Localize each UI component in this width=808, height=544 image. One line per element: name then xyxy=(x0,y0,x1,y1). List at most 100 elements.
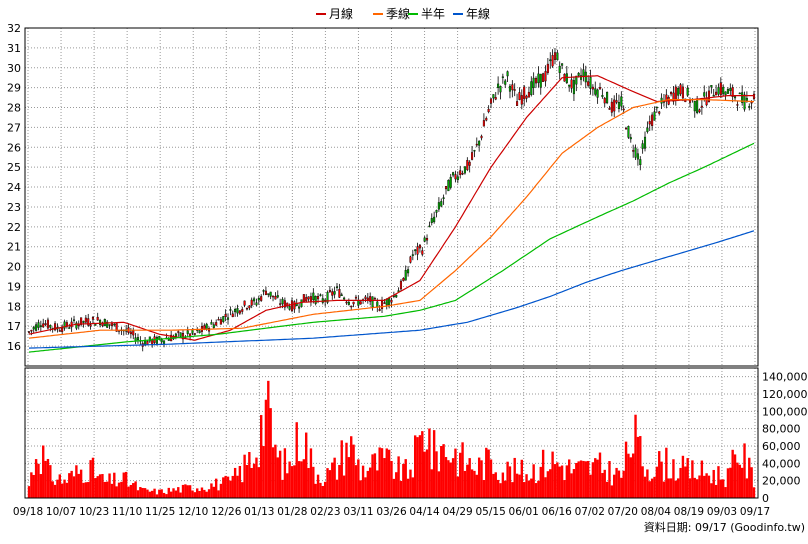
volume-bar xyxy=(191,490,194,498)
candle-body xyxy=(94,323,97,326)
volume-bar xyxy=(177,487,180,498)
volume-bar xyxy=(198,490,201,498)
volume-y-tick-label: 0 xyxy=(762,492,769,505)
volume-bar xyxy=(613,474,616,498)
volume-bar xyxy=(387,449,391,498)
candle xyxy=(620,91,623,111)
candle xyxy=(686,85,689,97)
volume-bar xyxy=(297,461,301,498)
candle xyxy=(276,290,279,299)
x-tick-label: 08/04 xyxy=(641,506,672,518)
candle-body xyxy=(226,317,230,320)
volume-bar xyxy=(390,460,393,498)
candle-body xyxy=(255,302,258,306)
volume-bar xyxy=(72,476,76,498)
candle-body xyxy=(748,106,751,108)
volume-bar xyxy=(243,454,246,498)
candle xyxy=(423,236,426,243)
candle xyxy=(587,75,590,88)
candle-body xyxy=(99,320,102,326)
volume-bar xyxy=(648,481,651,498)
ma-line-monthly xyxy=(28,75,754,341)
volume-bar xyxy=(233,467,237,498)
candle-body xyxy=(257,297,260,301)
volume-bar xyxy=(553,464,557,498)
volume-bar xyxy=(423,451,426,498)
volume-bar xyxy=(411,477,415,498)
candle xyxy=(46,317,49,330)
volume-bar xyxy=(731,449,734,498)
candle-body xyxy=(80,317,83,325)
volume-bar xyxy=(264,399,268,498)
volume-bar xyxy=(27,486,31,498)
volume-bar xyxy=(518,474,521,498)
ma-line-quarterly xyxy=(28,99,755,339)
candle-body xyxy=(459,170,462,175)
candle-body xyxy=(715,91,718,96)
volume-bar xyxy=(321,485,324,498)
candle xyxy=(350,305,353,311)
x-tick-label: 05/15 xyxy=(476,506,506,518)
candle-body xyxy=(558,65,561,73)
candle xyxy=(108,324,111,329)
candle-body xyxy=(369,296,372,302)
candle-body xyxy=(359,301,362,305)
volume-bar xyxy=(432,430,436,498)
candle-body xyxy=(49,324,52,328)
candle-body xyxy=(245,307,249,310)
candle-body xyxy=(511,84,514,91)
volume-bar xyxy=(444,457,448,498)
candle xyxy=(736,101,739,111)
candle-body xyxy=(212,324,215,328)
x-tick-label: 01/13 xyxy=(244,506,274,518)
candle xyxy=(603,96,606,108)
volume-bar xyxy=(461,442,464,498)
volume-bar xyxy=(750,467,753,498)
candle-body xyxy=(487,108,490,113)
candle-body xyxy=(473,150,476,152)
volume-bar xyxy=(425,449,429,498)
candle xyxy=(527,86,530,98)
volume-bar xyxy=(309,448,313,498)
volume-bar xyxy=(722,479,725,498)
candle-body xyxy=(132,330,135,336)
volume-bar xyxy=(82,482,85,498)
candle xyxy=(501,73,504,84)
candle-body xyxy=(606,92,609,104)
candle xyxy=(253,296,256,305)
volume-y-axis-ticks: 0 20,000 40,000 60,000 80,000 100,000 120,000 1… xyxy=(762,371,808,505)
volume-bar xyxy=(397,456,400,498)
candle xyxy=(428,221,431,228)
volume-bar xyxy=(399,480,403,498)
volume-bar xyxy=(219,483,223,498)
volume-bar xyxy=(295,422,298,498)
price-y-axis-ticks: 16 17 18 19 20 21 22 23 24 25 26 27 28 29 30 31 32 xyxy=(7,22,21,353)
candle-body xyxy=(298,306,301,309)
volume-bar xyxy=(281,479,284,498)
candle-body xyxy=(395,294,398,298)
candle-body xyxy=(478,140,481,146)
price-y-tick-label: 26 xyxy=(7,141,21,154)
candle xyxy=(575,75,578,92)
candle xyxy=(703,85,706,102)
volume-bar xyxy=(684,466,687,498)
candle xyxy=(627,125,630,139)
candle xyxy=(722,84,725,97)
candle-body xyxy=(745,97,748,101)
volume-bar xyxy=(608,461,611,498)
volume-bar xyxy=(89,460,92,498)
candle xyxy=(245,307,249,311)
volume-bar xyxy=(302,459,306,498)
volume-bar xyxy=(586,460,590,498)
volume-bar xyxy=(58,474,61,498)
candle xyxy=(492,94,495,103)
candle xyxy=(414,249,417,256)
candle xyxy=(307,296,310,302)
volume-bar xyxy=(212,486,215,498)
candle xyxy=(314,295,317,306)
candle-body xyxy=(302,294,305,303)
candle-body xyxy=(399,280,403,290)
volume-bar xyxy=(333,457,336,498)
volume-bar xyxy=(380,448,384,498)
candle xyxy=(632,144,635,158)
